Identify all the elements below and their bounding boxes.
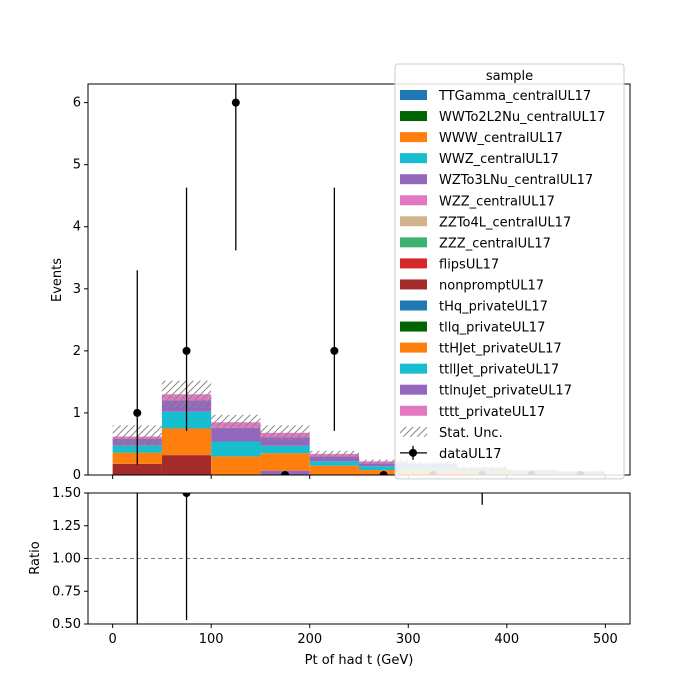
legend: sample TTGamma_centralUL17 WWTo2L2Nu_centr… (394, 63, 625, 480)
legend-label-zzto4l-centralul17: ZZTo4L_centralUL17 (439, 215, 571, 230)
ratio-axes: 0.50 0.75 1.00 1.25 1.50 0 100 200 300 400 500 (52, 486, 631, 647)
bar-ttlljet-privateul17-bin-4 (309, 461, 359, 466)
data-point-4 (330, 346, 339, 355)
main-axes-frame (87, 83, 631, 476)
legend-label-ttgamma-centralul17: TTGamma_centralUL17 (438, 89, 591, 104)
legend-swatch-wzto3lnu-centralul17 (400, 174, 427, 185)
legend-label-data: dataUL17 (439, 447, 502, 462)
ratio-y-tick-label-0-75: 0.75 (52, 584, 81, 599)
legend-label-zzz-centralul17: ZZZ_centralUL17 (439, 236, 551, 251)
stat-unc-bin-4 (309, 450, 359, 458)
x-tick-label-300: 300 (396, 632, 421, 647)
data-point-2 (231, 98, 240, 107)
legend-swatch-zzto4l-centralul17 (400, 216, 427, 227)
bar-tthjet-privateul17-bin-1 (161, 428, 212, 456)
main-y-tick-label-0: 0 (73, 468, 81, 483)
legend-swatch-www-centralul17 (400, 132, 427, 143)
x-tick-label-100: 100 (199, 632, 224, 647)
x-tick-label-0: 0 (108, 632, 116, 647)
legend-swatch-thq-privateul17 (400, 300, 427, 311)
legend-label-wwto2l2nu-centralul17: WWTo2L2Nu_centralUL17 (439, 110, 605, 125)
legend-label-nonpromptul17: nonpromptUL17 (439, 278, 544, 293)
legend-swatch-tthjet-privateul17 (400, 342, 427, 353)
bar-nonpromptul17-bin-0 (112, 463, 162, 475)
bar-ttlljet-privateul17-bin-2 (211, 441, 261, 457)
legend-swatch-ttgamma-centralul17 (400, 90, 427, 100)
legend-data-marker (409, 448, 417, 457)
ratio-axes-frame (87, 492, 631, 625)
legend-label-tthjet-privateul17: ttHJet_privateUL17 (439, 342, 562, 357)
data-point-0 (133, 408, 142, 417)
legend-label-tllq-privateul17: tllq_privateUL17 (439, 321, 545, 336)
legend-label-www-centralul17: WWW_centralUL17 (439, 131, 563, 146)
legend-label-stat-unc: Stat. Unc. (439, 426, 503, 441)
bar-ttlljet-privateul17-bin-5 (359, 466, 409, 471)
legend-swatch-wwto2l2nu-centralul17 (400, 111, 427, 122)
data-point-5 (379, 471, 388, 475)
main-y-tick-label-4: 4 (73, 220, 81, 235)
legend-title: sample (486, 69, 533, 84)
bar-tthjet-privateul17-bin-4 (309, 465, 359, 475)
legend-swatch-tttt-privateul17 (400, 405, 427, 416)
main-y-tick-label-3: 3 (73, 282, 81, 297)
ratio-y-tick-label-1-50: 1.50 (52, 486, 81, 501)
bar-ttlljet-privateul17-bin-3 (260, 445, 310, 454)
stat-unc-bin-3 (260, 425, 310, 441)
legend-swatch-ttlnujet-privateul17 (400, 384, 427, 395)
bar-ttlnujet-privateul17-bin-5 (359, 463, 409, 467)
data-points (133, 84, 585, 475)
main-y-tick-label-2: 2 (73, 344, 81, 359)
data-point-3 (281, 471, 290, 475)
main-y-tick-label-6: 6 (73, 96, 81, 111)
bar-tthjet-privateul17-bin-2 (211, 456, 261, 475)
x-tick-label-400: 400 (494, 632, 519, 647)
legend-swatch-tllq-privateul17 (400, 321, 427, 332)
legend-label-tttt-privateul17: tttt_privateUL17 (439, 405, 545, 420)
legend-label-wzz-centralul17: WZZ_centralUL17 (439, 194, 555, 209)
legend-swatch-wzz-centralul17 (400, 195, 427, 206)
main-y-tick-label-5: 5 (73, 158, 81, 173)
legend-label-thq-privateul17: tHq_privateUL17 (439, 300, 548, 315)
legend-frame (394, 63, 625, 480)
stat-unc-bin-2 (211, 414, 261, 430)
main-y-tick-label-1: 1 (73, 406, 81, 421)
x-axis-label: Pt of had t (GeV) (305, 653, 414, 668)
legend-label-flipsul17: flipsUL17 (439, 257, 499, 272)
bar-ttlnujet-privateul17-bin-4 (309, 456, 359, 462)
ratio-plot-panel: 0.50 0.75 1.00 1.25 1.50 0 100 200 300 400 500 Rat… (28, 486, 631, 668)
ratio-y-axis-label: Ratio (28, 541, 43, 574)
legend-label-ttlnujet-privateul17: ttlnuJet_privateUL17 (439, 384, 572, 399)
main-axes: 0 1 2 3 4 5 6 (73, 83, 631, 483)
y-axis-label: Events (50, 258, 65, 302)
legend-label-wwz-centralul17: WWZ_centralUL17 (439, 152, 559, 167)
legend-swatch-ttlljet-privateul17 (400, 363, 427, 374)
bar-ttlnujet-privateul17-bin-3 (260, 437, 310, 446)
stat-unc-bin-5 (359, 459, 409, 464)
legend-swatch-wwz-centralul17 (400, 153, 427, 164)
legend-label-wzto3lnu-centralul17: WZTo3LNu_centralUL17 (439, 173, 593, 188)
legend-label-ttlljet-privateul17: ttllJet_privateUL17 (439, 363, 559, 378)
ratio-y-tick-label-1-25: 1.25 (52, 519, 81, 534)
bar-nonpromptul17-bin-1 (161, 455, 212, 475)
bar-ttlnujet-privateul17-bin-2 (211, 427, 261, 442)
x-tick-label-500: 500 (593, 632, 618, 647)
legend-swatch-flipsul17 (400, 258, 427, 269)
legend-swatch-zzz-centralul17 (400, 237, 427, 248)
legend-swatch-stat-unc (400, 426, 427, 437)
bar-tthjet-privateul17-bin-3 (260, 453, 310, 471)
x-tick-label-200: 200 (297, 632, 322, 647)
ratio-y-tick-label-1-00: 1.00 (52, 552, 81, 567)
data-point-1 (182, 346, 191, 355)
legend-swatch-nonpromptul17 (400, 279, 427, 290)
ratio-y-tick-label-0-50: 0.50 (52, 617, 81, 632)
ratio-point-1 (182, 493, 191, 497)
